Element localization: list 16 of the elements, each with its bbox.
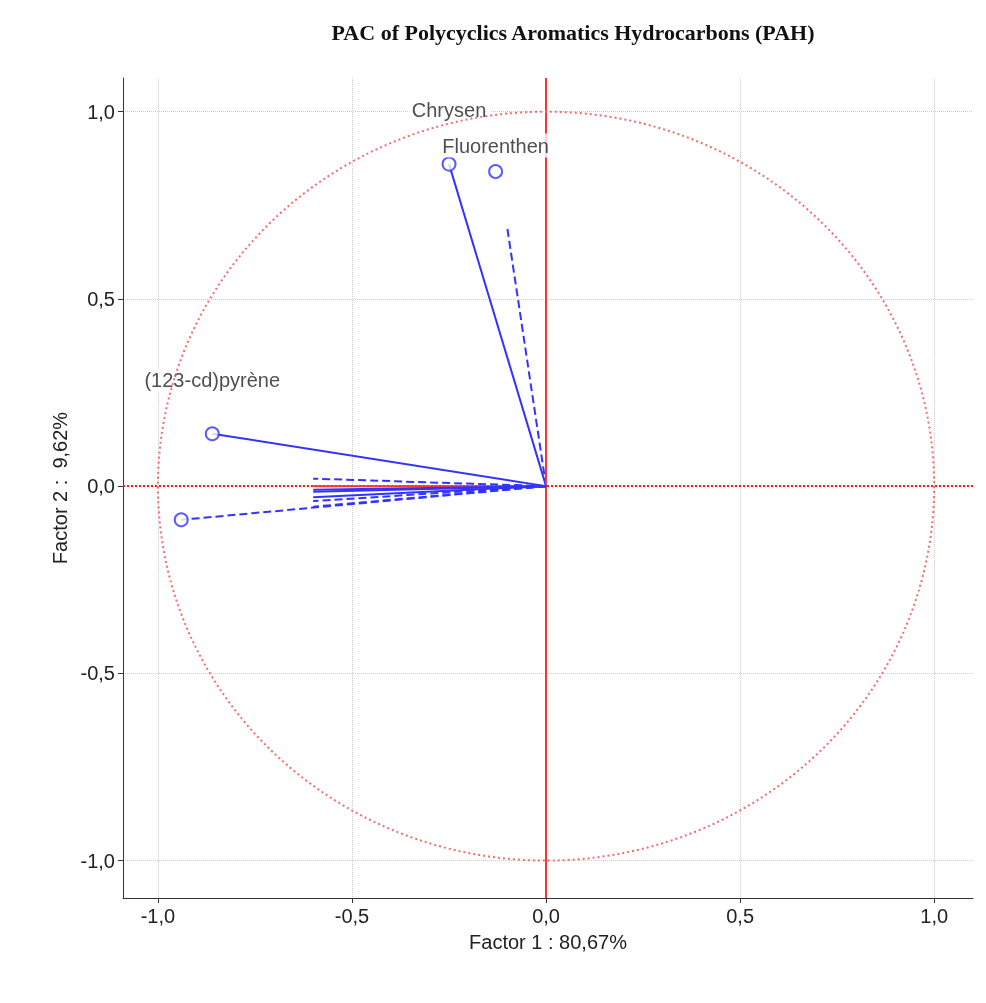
x-axis-title: Factor 1 : 80,67% [469, 931, 628, 953]
y-tick-label: -0,5 [80, 662, 115, 685]
y-tick-label: 1,0 [87, 100, 115, 123]
x-tick-label: 0,0 [532, 905, 560, 927]
chart-title: PAC of Polycyclics Aromatics Hydrocarbons (PAH) [331, 19, 815, 45]
annotation: Chrysen [411, 99, 487, 122]
y-tick-label: -1,0 [80, 849, 115, 872]
y-axis-title: Factor 2 : 9,62% [48, 411, 71, 565]
x-tick-label: 0,5 [726, 905, 755, 927]
x-tick-label: -0,5 [334, 905, 370, 927]
x-tick-label: -1,0 [140, 905, 176, 927]
y-tick-label: 0,0 [87, 475, 115, 498]
y-tick-label: 0,5 [87, 287, 115, 310]
annotation: (123-cd)pyrène [144, 368, 281, 391]
x-tick-label: 1,0 [920, 905, 949, 927]
annotation: Fluorenthen [442, 134, 549, 157]
